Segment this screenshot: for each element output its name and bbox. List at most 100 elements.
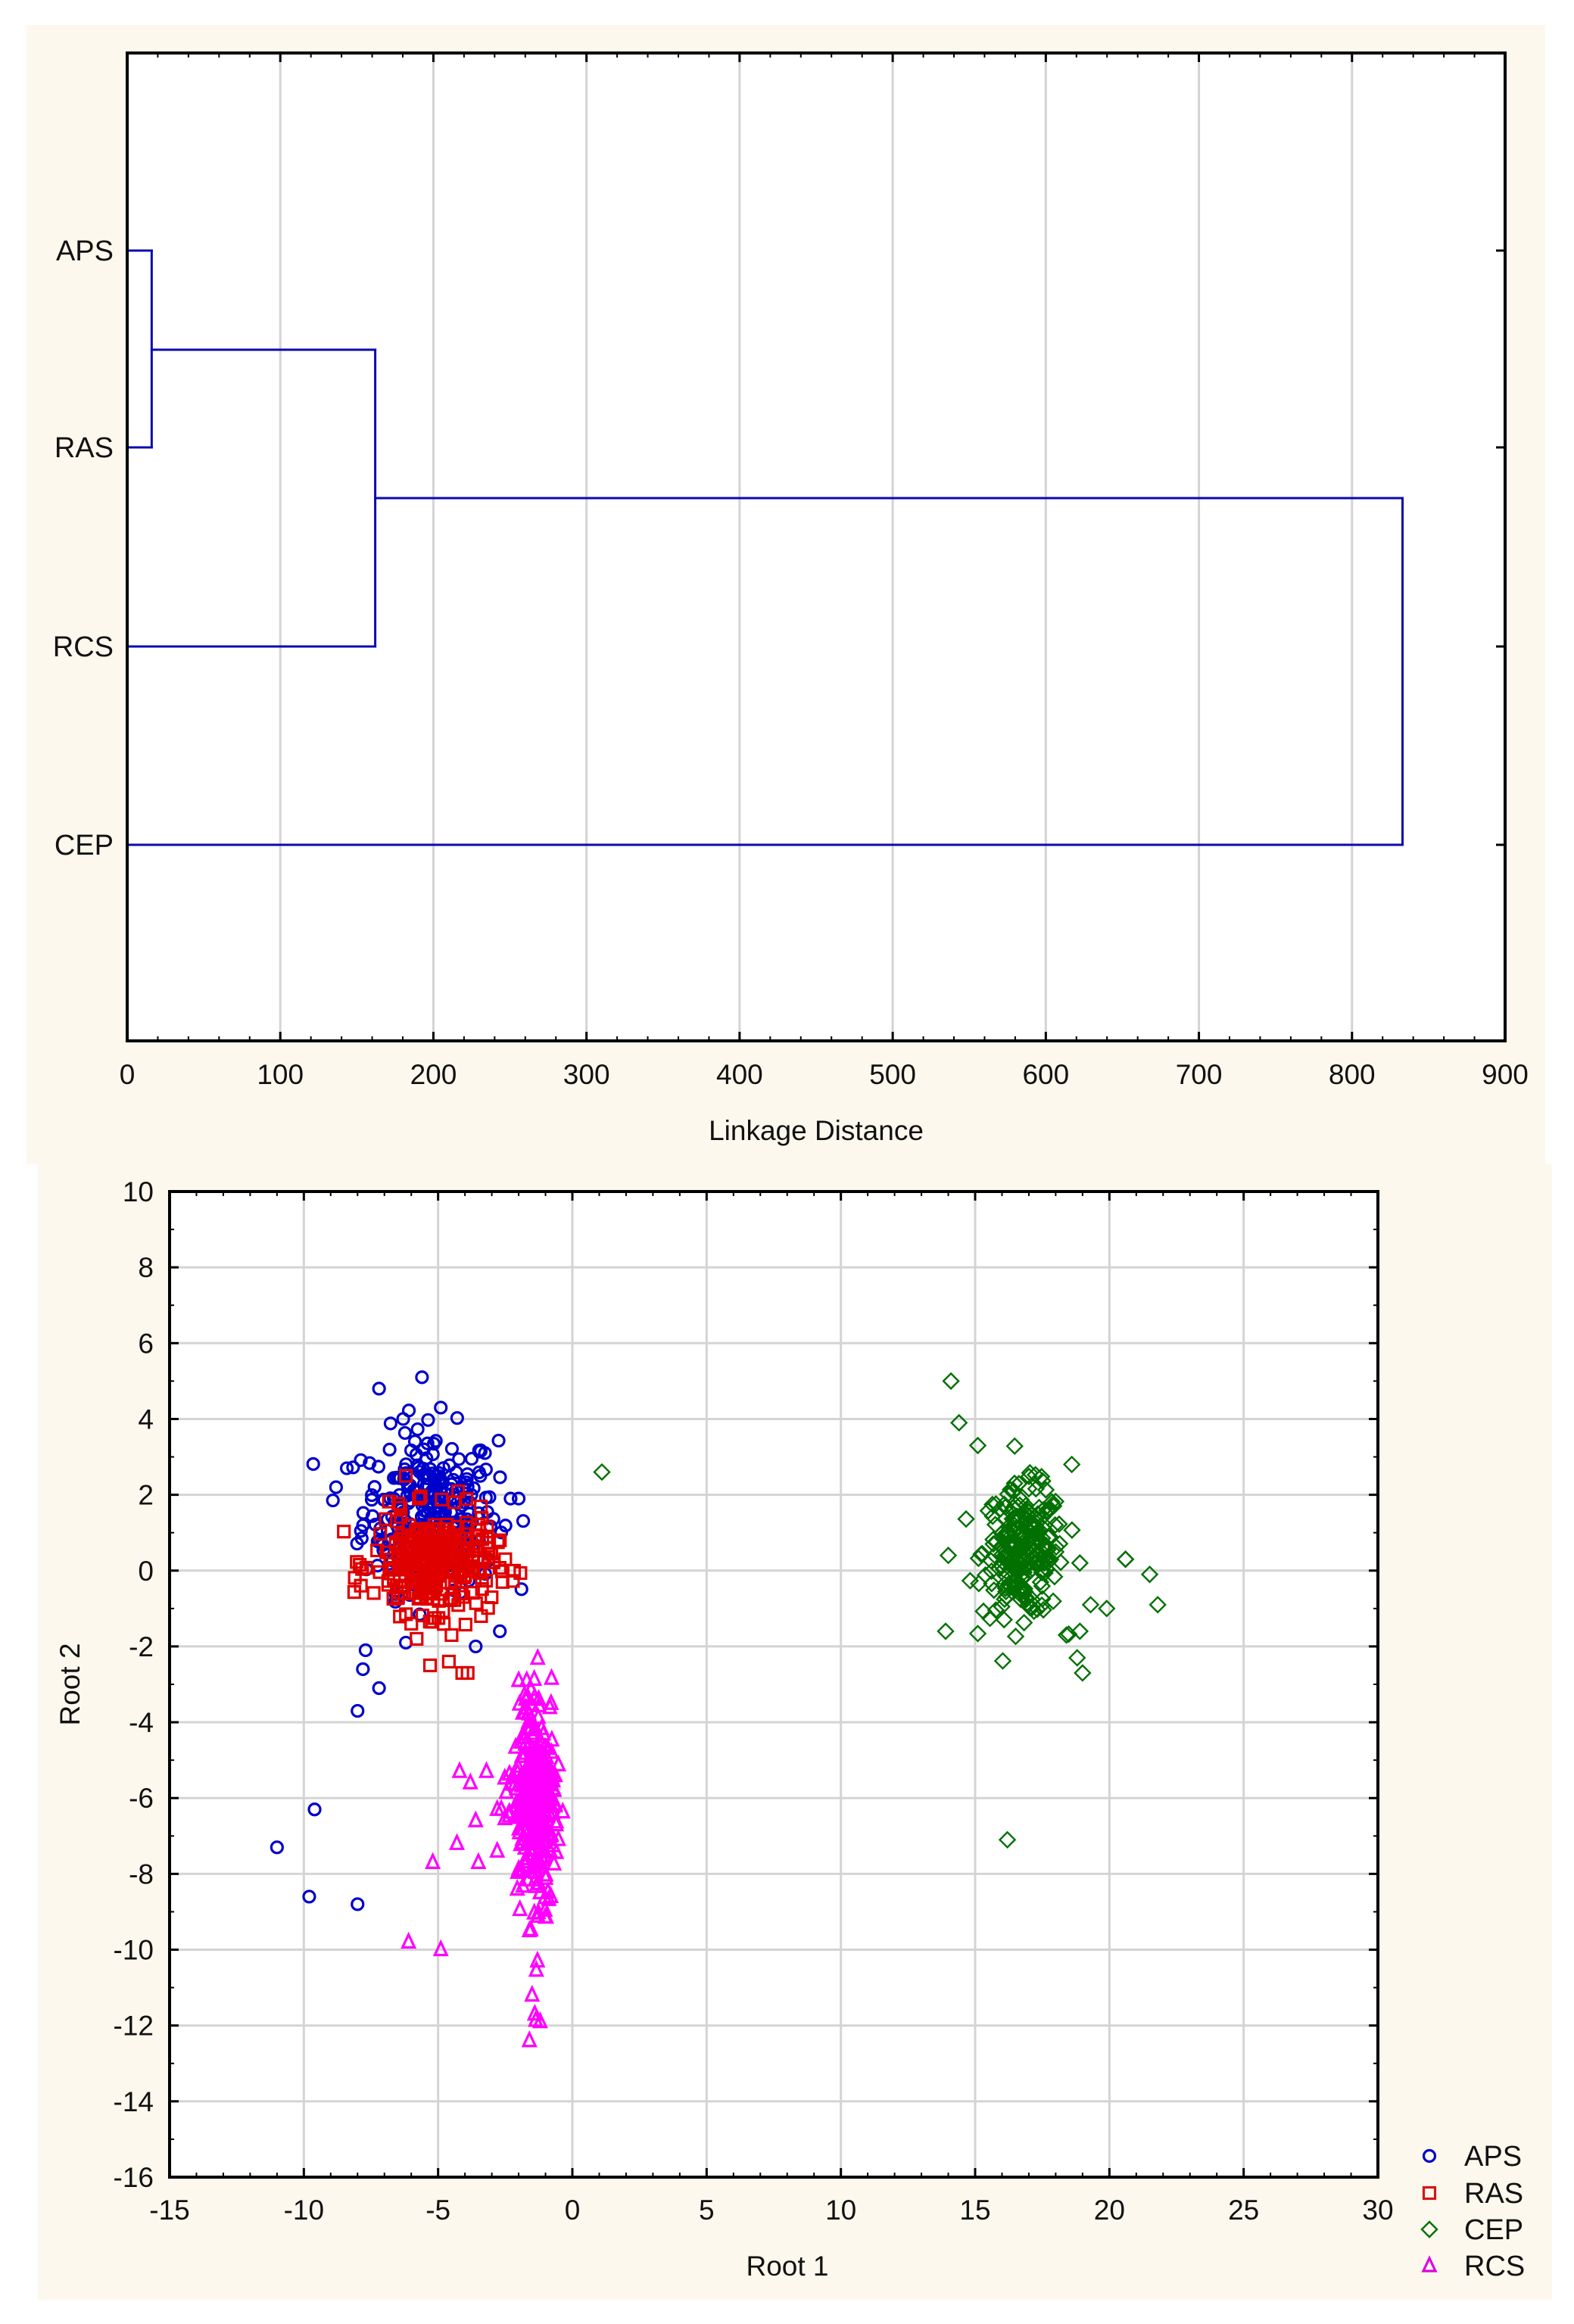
data-point (1074, 1664, 1092, 1682)
data-point (961, 1572, 980, 1590)
data-point (1000, 1537, 1018, 1556)
data-point (996, 1525, 1015, 1543)
data-point (389, 1470, 404, 1485)
data-point (407, 1434, 422, 1449)
data-point (510, 1762, 526, 1780)
data-point (513, 1805, 530, 1823)
data-point (416, 1468, 430, 1483)
data-point (1033, 1501, 1052, 1520)
data-point (1057, 1626, 1076, 1644)
data-point (347, 1584, 362, 1600)
data-point (1039, 1552, 1058, 1571)
data-point (1021, 1463, 1039, 1482)
data-point (1038, 1501, 1056, 1519)
data-point (494, 1525, 509, 1540)
dendrogram-frame (126, 51, 1507, 1042)
data-point (478, 1463, 493, 1477)
y-tick-label: 10 (123, 1176, 154, 1207)
data-point (950, 1413, 968, 1432)
data-point (401, 1528, 416, 1543)
data-point (364, 1488, 379, 1503)
legend-item-ras: RAS (1422, 2178, 1523, 2210)
x-tick-label: -10 (284, 2195, 324, 2226)
data-point (419, 1547, 434, 1561)
row-label-ras: RAS (55, 432, 114, 464)
y-tick-label: -4 (129, 1707, 154, 1738)
data-point (462, 1772, 478, 1790)
data-point (503, 1491, 518, 1506)
data-point (385, 1562, 400, 1576)
data-point (942, 1372, 960, 1391)
y-tick-label: 8 (138, 1252, 154, 1283)
x-tick-label: 25 (1228, 2195, 1259, 2226)
dendrogram-gridlines (279, 53, 1354, 1041)
data-point (386, 1591, 401, 1606)
data-point (359, 1560, 373, 1575)
data-point (444, 1628, 459, 1642)
data-point (365, 1509, 380, 1523)
data-point (388, 1537, 403, 1552)
dendrogram-ticks (126, 53, 1507, 1041)
data-point (404, 1616, 419, 1631)
data-point (526, 1719, 543, 1737)
data-point (1098, 1600, 1116, 1618)
data-point (432, 1593, 446, 1608)
data-point (529, 1647, 546, 1665)
x-tick-label: -15 (149, 2195, 189, 2226)
data-point (511, 1491, 526, 1506)
data-point (425, 1852, 441, 1869)
data-point (512, 1899, 528, 1917)
data-point (410, 1422, 425, 1437)
data-point (528, 1960, 544, 1977)
data-point (1026, 1466, 1045, 1484)
series-cep (593, 1372, 1167, 1849)
dendrogram-links (126, 249, 1404, 846)
data-point (510, 1755, 526, 1773)
y-tick-label: -12 (114, 2011, 154, 2042)
data-point (416, 1543, 430, 1557)
data-point (394, 1509, 408, 1525)
data-point (1023, 1599, 1041, 1617)
data-point (522, 1756, 539, 1774)
data-point (1005, 1474, 1024, 1493)
data-point (481, 1601, 495, 1615)
legend-label: CEP (1464, 2214, 1523, 2246)
data-point (450, 1411, 464, 1425)
data-point (939, 1547, 958, 1565)
data-point (354, 1453, 368, 1467)
series-ras (337, 1469, 528, 1681)
data-point (447, 1495, 462, 1509)
data-point (972, 1545, 990, 1563)
data-point (410, 1574, 425, 1589)
data-point (530, 1841, 547, 1858)
data-point (527, 1810, 544, 1827)
data-point (434, 1587, 449, 1601)
data-point (367, 1480, 382, 1494)
data-point (326, 1493, 340, 1508)
scatter-points (270, 1370, 1167, 2048)
data-point (1015, 1613, 1033, 1632)
data-point (495, 1575, 510, 1589)
data-point (520, 1702, 537, 1719)
dendrogram-row-labels: APS RAS RCS CEP (53, 235, 114, 861)
dendrogram-chart: 0 100 200 300 400 500 600 700 800 900 APS RAS RCS CE… (53, 51, 1529, 1146)
data-point (366, 1586, 381, 1600)
data-point (510, 1670, 527, 1687)
row-label-cep: CEP (55, 830, 114, 861)
data-point (448, 1833, 466, 1850)
data-point (530, 1902, 547, 1920)
data-point (307, 1802, 322, 1817)
data-point (441, 1654, 456, 1669)
data-point (413, 1489, 428, 1503)
data-point (1017, 1497, 1035, 1515)
data-point (379, 1545, 394, 1559)
legend-item-cep: CEP (1420, 2214, 1523, 2246)
data-point (480, 1520, 494, 1534)
data-point (968, 1625, 987, 1643)
row-label-rcs: RCS (53, 631, 114, 663)
scatter-x-axis-title: Root 1 (746, 2251, 828, 2282)
x-tick-label: 800 (1329, 1059, 1376, 1090)
data-point (410, 1631, 424, 1646)
dendrogram-plot-area (127, 53, 1505, 1041)
data-point (444, 1481, 459, 1497)
